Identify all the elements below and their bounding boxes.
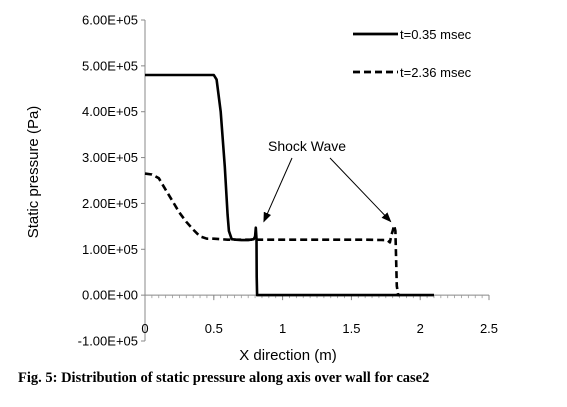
y-tick-label: 3.00E+05 xyxy=(82,150,138,165)
series-line-2 xyxy=(144,172,400,297)
series-line-1 xyxy=(145,73,434,297)
y-tick-label: 0.00E+00 xyxy=(82,288,138,303)
x-tick-label: 2.5 xyxy=(480,321,498,336)
x-tick-label: 1.5 xyxy=(342,321,360,336)
annotation-arrow xyxy=(263,157,293,223)
legend: t=0.35 msec t=2.36 msec xyxy=(353,27,472,80)
series-lines xyxy=(144,73,434,297)
y-tick-label: 1.00E+05 xyxy=(82,242,138,257)
y-tick-label: 5.00E+05 xyxy=(82,58,138,73)
legend-label: t=2.36 msec xyxy=(400,65,472,80)
x-axis: 0 0.5 1 1.5 2 2.5 xyxy=(141,294,498,336)
annotation-group: Shock Wave xyxy=(263,138,392,223)
figure-caption: Fig. 5: Distribution of static pressure … xyxy=(18,370,430,386)
y-axis: -1.00E+05 0.00E+00 1.00E+05 2.00E+05 3.00E+0… xyxy=(78,13,146,349)
annotation-shock-wave: Shock Wave xyxy=(268,138,346,154)
y-tick-label: -1.00E+05 xyxy=(78,334,138,349)
y-tick-label: 6.00E+05 xyxy=(82,13,138,28)
x-axis-title: X direction (m) xyxy=(239,347,337,364)
y-tick-label: 4.00E+05 xyxy=(82,104,138,119)
y-axis-title: Static pressure (Pa) xyxy=(25,106,42,239)
x-tick-label: 1 xyxy=(279,321,286,336)
legend-label: t=0.35 msec xyxy=(400,27,472,42)
y-tick-label: 2.00E+05 xyxy=(82,196,138,211)
annotation-arrow xyxy=(329,157,392,223)
x-tick-label: 0.5 xyxy=(205,321,223,336)
x-tick-label: 2 xyxy=(417,321,424,336)
x-tick-label: 0 xyxy=(141,321,148,336)
